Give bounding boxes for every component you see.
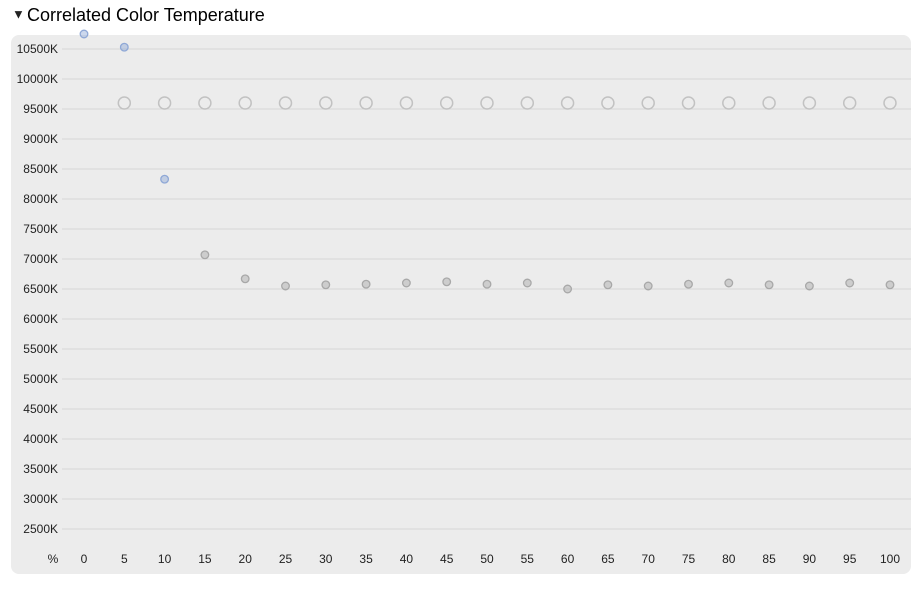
large-point <box>520 96 535 110</box>
y-tick-label: 4000K <box>23 432 58 446</box>
x-tick-label: 35 <box>359 552 373 566</box>
large-point <box>762 96 776 110</box>
x-tick-label: 10 <box>158 552 172 566</box>
large-point <box>238 96 252 110</box>
y-tick-label: 10000K <box>17 72 58 86</box>
y-tick-label: 5500K <box>23 342 58 356</box>
large-point <box>157 96 172 110</box>
point <box>160 174 170 184</box>
point <box>563 284 573 294</box>
y-tick-label: 5000K <box>23 372 58 386</box>
x-tick-label: 80 <box>722 552 736 566</box>
x-tick-label: 95 <box>843 552 857 566</box>
x-tick-label: 85 <box>762 552 776 566</box>
x-tick-label: 90 <box>803 552 817 566</box>
point <box>442 277 452 287</box>
point <box>603 280 613 290</box>
point <box>845 278 855 288</box>
disclosure-triangle[interactable]: ▼ <box>12 6 25 21</box>
y-tick-label: 7000K <box>23 252 58 266</box>
y-tick-label: 9000K <box>23 132 58 146</box>
y-tick-label: 10500K <box>17 42 58 56</box>
x-tick-label: 0 <box>81 552 88 566</box>
x-tick-label: 60 <box>561 552 575 566</box>
large-point <box>883 96 897 110</box>
x-axis-label: % <box>48 552 59 566</box>
y-tick-label: 2500K <box>23 522 58 536</box>
point <box>79 29 89 39</box>
x-tick-label: 40 <box>400 552 414 566</box>
x-tick-label: 70 <box>642 552 656 566</box>
large-point <box>399 96 414 110</box>
y-tick-label: 3500K <box>23 462 58 476</box>
large-point <box>359 96 373 110</box>
large-point <box>480 96 494 110</box>
point <box>885 280 895 290</box>
large-point <box>278 96 293 110</box>
y-tick-label: 4500K <box>23 402 58 416</box>
point <box>684 279 693 289</box>
y-tick-label: 8500K <box>23 162 58 176</box>
large-point <box>842 96 857 110</box>
x-tick-label: 100 <box>880 552 900 566</box>
x-tick-label: 45 <box>440 552 454 566</box>
large-point <box>601 96 615 110</box>
point <box>764 280 774 290</box>
plot-panel <box>11 35 911 574</box>
point <box>804 281 814 291</box>
large-point <box>722 96 736 110</box>
point <box>643 281 653 291</box>
large-point <box>802 96 817 110</box>
point <box>200 250 210 260</box>
large-point <box>641 96 655 110</box>
point <box>401 278 411 288</box>
y-tick-label: 8000K <box>23 192 58 206</box>
large-point <box>198 96 212 110</box>
y-tick-label: 3000K <box>23 492 58 506</box>
x-tick-label: 50 <box>480 552 494 566</box>
x-tick-label: 20 <box>239 552 253 566</box>
point <box>724 278 734 288</box>
x-tick-label: 55 <box>521 552 535 566</box>
chart-title: Correlated Color Temperature <box>27 5 265 25</box>
x-tick-label: 75 <box>682 552 696 566</box>
x-tick-label: 30 <box>319 552 333 566</box>
y-tick-label: 6000K <box>23 312 58 326</box>
large-point <box>117 96 132 110</box>
point <box>522 278 532 288</box>
point <box>482 279 492 289</box>
y-tick-label: 9500K <box>23 102 58 116</box>
large-point <box>560 96 575 110</box>
point <box>321 280 331 290</box>
point <box>119 42 129 52</box>
y-tick-label: 7500K <box>23 222 58 236</box>
x-tick-label: 15 <box>198 552 212 566</box>
y-tick-label: 6500K <box>23 282 58 296</box>
large-point <box>439 96 454 110</box>
point <box>240 274 250 284</box>
x-tick-label: 5 <box>121 552 128 566</box>
large-point <box>681 96 696 110</box>
x-tick-label: 25 <box>279 552 293 566</box>
point <box>361 279 371 289</box>
large-point <box>319 96 333 110</box>
point <box>281 281 290 291</box>
x-tick-label: 65 <box>601 552 615 566</box>
